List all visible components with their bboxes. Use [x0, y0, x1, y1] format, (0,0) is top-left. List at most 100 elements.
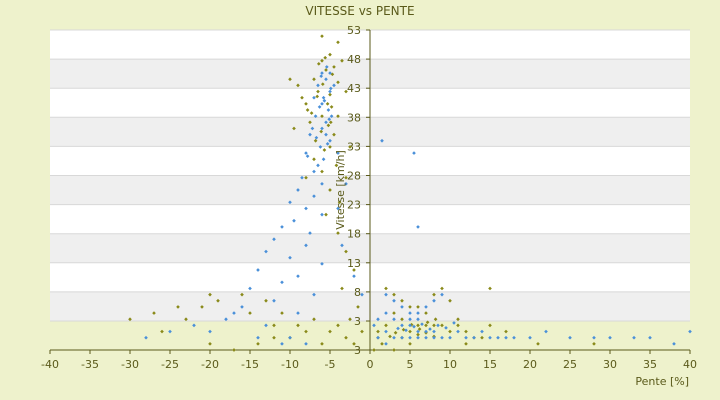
data-point — [440, 323, 444, 328]
data-point — [384, 311, 388, 315]
data-point — [632, 335, 636, 340]
x-tick-label: -10 — [281, 358, 299, 371]
data-point — [432, 329, 436, 334]
data-point — [392, 348, 396, 352]
data-point — [320, 102, 324, 106]
data-point — [416, 317, 420, 322]
data-point — [408, 323, 412, 328]
x-tick-label: -15 — [241, 358, 259, 371]
y-tick-label: 48 — [347, 53, 361, 66]
x-tick-label: 10 — [443, 358, 457, 371]
data-point — [324, 212, 328, 217]
data-point — [376, 329, 380, 334]
data-point — [152, 311, 156, 315]
data-point — [672, 342, 676, 346]
x-tick-label: -35 — [81, 358, 99, 371]
data-point — [324, 68, 328, 72]
data-point — [315, 94, 320, 99]
data-point — [300, 175, 304, 180]
data-point — [432, 335, 436, 340]
data-point — [456, 329, 460, 334]
data-point — [568, 335, 572, 340]
x-axis-label: Pente [%] — [635, 375, 689, 388]
data-point — [448, 298, 452, 303]
data-point — [344, 175, 348, 180]
data-point — [264, 249, 268, 254]
x-tick-label: 25 — [563, 358, 577, 371]
data-point — [328, 145, 332, 149]
data-point — [396, 326, 400, 331]
data-point — [424, 323, 428, 328]
series-a-points — [144, 65, 692, 346]
data-point — [464, 342, 468, 346]
data-point — [256, 335, 260, 340]
data-point — [400, 305, 404, 309]
data-point — [448, 329, 452, 334]
data-point — [352, 342, 356, 346]
data-point — [416, 311, 420, 315]
data-point — [432, 292, 436, 297]
x-axis-ticks: -40 -35 -30 -25 -20 -15 -10 -5 0 5 10 15 20 25 30 35 40 — [41, 350, 697, 371]
y-tick-label: 43 — [347, 82, 361, 95]
data-point — [340, 243, 344, 248]
data-point — [424, 311, 428, 315]
data-point — [272, 298, 276, 303]
data-point — [392, 311, 396, 315]
data-point — [416, 335, 420, 340]
data-point — [456, 317, 460, 322]
x-tick-label: 5 — [407, 358, 414, 371]
data-point — [296, 274, 300, 278]
data-point — [400, 335, 404, 340]
data-point — [176, 305, 180, 309]
data-point — [305, 154, 310, 158]
data-point — [319, 74, 324, 78]
data-point — [320, 169, 324, 174]
y-tick-label: 28 — [347, 170, 361, 183]
y-tick-label: 8 — [354, 286, 361, 299]
x-tick-label: 0 — [367, 358, 374, 371]
data-point — [392, 335, 396, 340]
data-point — [344, 335, 348, 340]
data-point — [592, 335, 596, 340]
data-point — [256, 268, 260, 272]
data-point — [648, 335, 652, 340]
data-point — [319, 129, 324, 134]
data-point — [408, 317, 412, 322]
data-point — [313, 114, 318, 118]
data-point — [464, 335, 468, 340]
data-point — [304, 243, 308, 248]
data-point — [408, 329, 412, 334]
data-point — [393, 330, 398, 335]
data-point — [344, 249, 348, 254]
data-point — [325, 142, 330, 146]
data-point — [324, 132, 328, 137]
x-tick-label: -40 — [41, 358, 59, 371]
data-point — [488, 335, 492, 340]
y-tick-label: 18 — [347, 228, 361, 241]
data-point — [340, 286, 344, 291]
data-point — [322, 98, 327, 103]
data-point — [312, 194, 316, 198]
data-point — [328, 86, 333, 91]
data-point — [456, 323, 460, 328]
data-point — [308, 120, 312, 125]
data-point — [392, 317, 396, 322]
data-point — [312, 157, 316, 162]
data-point — [348, 317, 352, 322]
data-point — [372, 323, 376, 328]
data-point — [384, 342, 388, 346]
data-point — [320, 182, 324, 186]
data-point — [128, 317, 132, 322]
data-point — [256, 342, 260, 346]
x-tick-label: 30 — [603, 358, 617, 371]
data-point — [322, 148, 327, 152]
data-point — [384, 292, 388, 297]
data-point — [536, 342, 540, 346]
data-point — [327, 117, 332, 122]
data-point — [216, 298, 220, 303]
data-point — [412, 151, 416, 155]
data-point — [304, 342, 308, 346]
data-point — [384, 323, 388, 328]
data-point — [288, 255, 292, 260]
data-point — [420, 322, 424, 326]
